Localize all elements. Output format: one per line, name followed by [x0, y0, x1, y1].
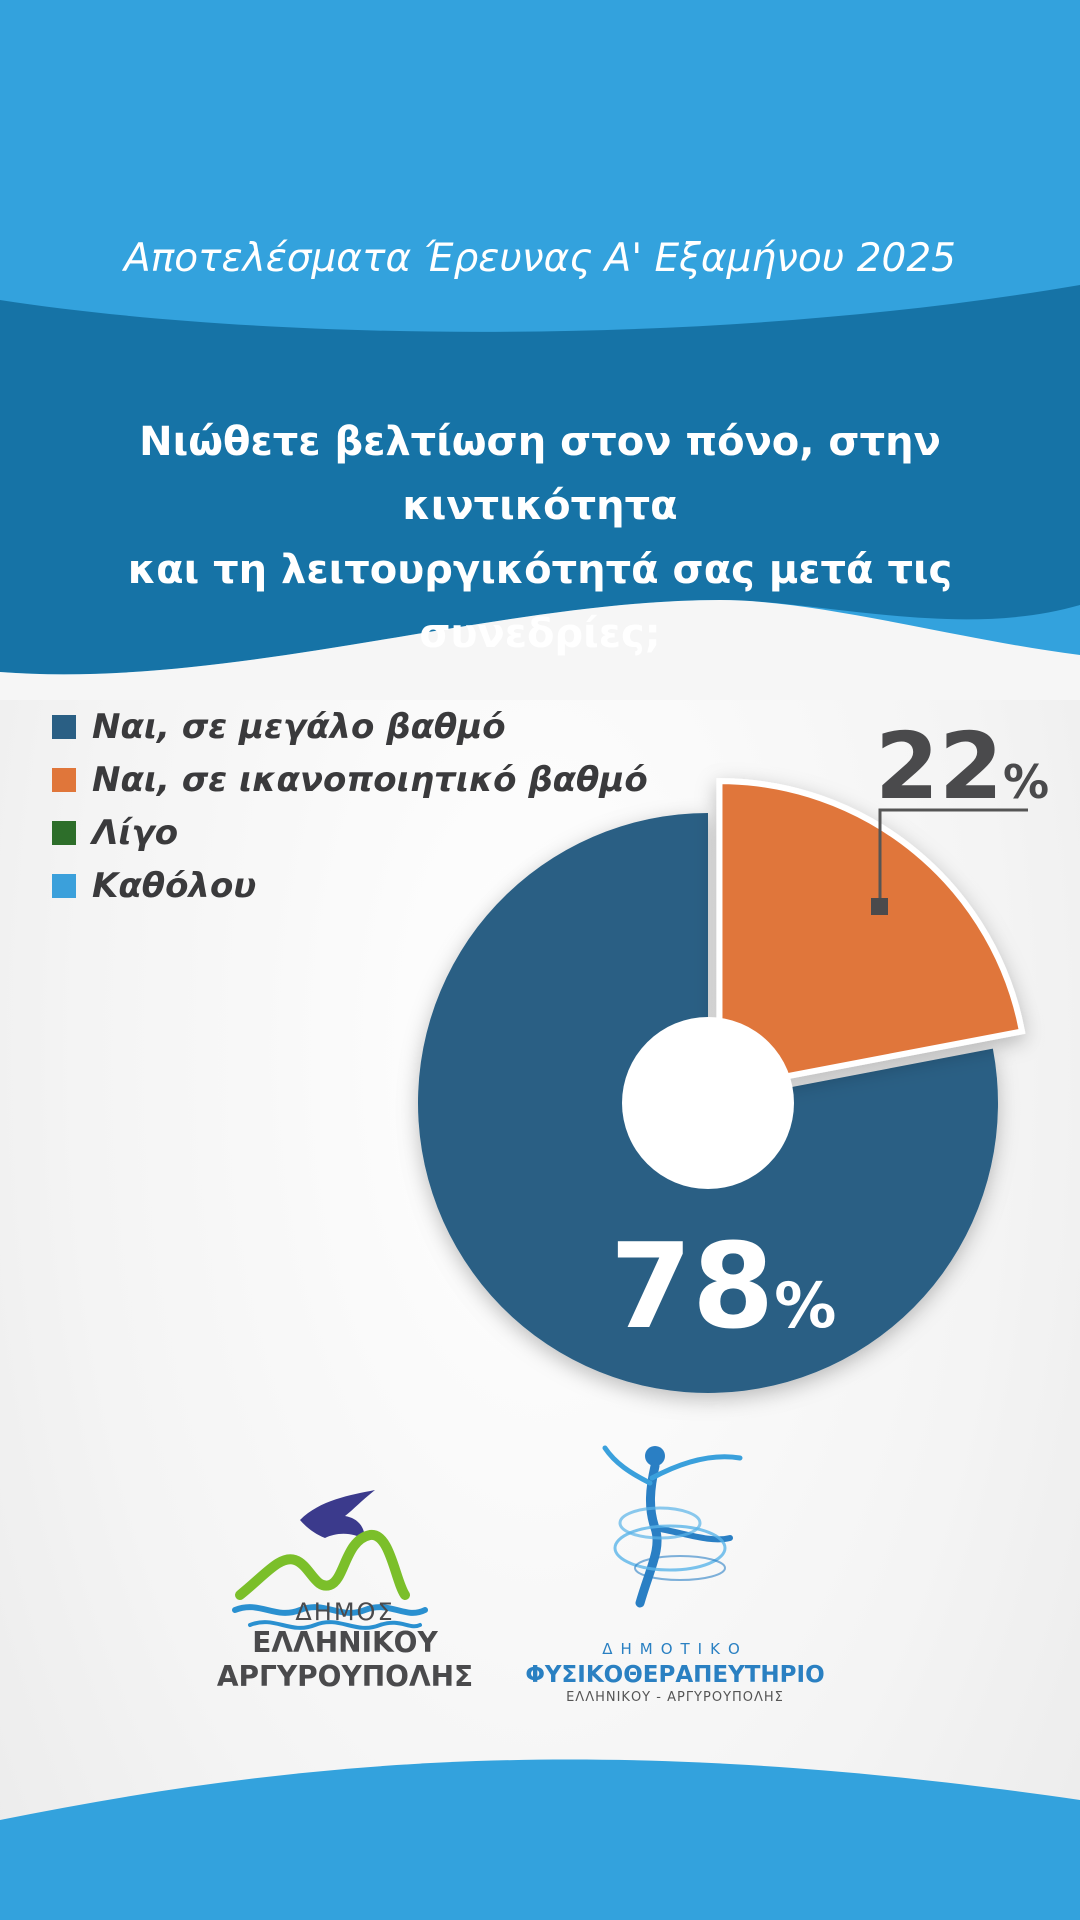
legend-item: Ναι, σε μεγάλο βαθμό [52, 700, 648, 753]
municipality-line-1: ΔΗΜΟΣ [295, 1598, 395, 1626]
physio-centre-name: ΔΗΜΟΤΙΚΟ ΦΥΣΙΚΟΘΕΡΑΠΕΥΤΗΡΙΟ ΕΛΛΗΝΙΚΟΥ - … [505, 1640, 845, 1705]
slice-label-small: 22% [875, 713, 1049, 820]
callout-leader-line [878, 808, 1028, 907]
survey-question: Νιώθετε βελτίωση στον πόνο, στην κιντικό… [20, 410, 1060, 666]
pie-center-hole [622, 1017, 794, 1189]
physio-line-3: ΕΛΛΗΝΙΚΟΥ - ΑΡΓΥΡΟΥΠΟΛΗΣ [566, 1690, 784, 1705]
legend-item: Λίγο [52, 806, 648, 859]
mountain-icon [235, 1530, 410, 1600]
municipality-line-3: ΑΡΓΥΡΟΥΠΟΛΗΣ [216, 1660, 474, 1693]
legend-item: Καθόλου [52, 859, 648, 912]
top-deep-band [0, 285, 1080, 675]
pie-slice-2 [716, 778, 1026, 1093]
legend-swatch [52, 820, 76, 845]
legend-swatch [52, 714, 76, 739]
legend-label: Λίγο [92, 812, 179, 853]
municipality-line-2: ΕΛΛΗΝΙΚΟΥ [252, 1626, 438, 1659]
legend-swatch [52, 873, 76, 898]
dove-icon [300, 1490, 375, 1540]
wave-icon [248, 1620, 422, 1630]
callout-anchor [871, 898, 888, 915]
legend-label: Ναι, σε μεγάλο βαθμό [92, 706, 506, 747]
question-line-1: Νιώθετε βελτίωση στον πόνο, στην κιντικό… [139, 419, 941, 529]
small-value: 22 [875, 713, 1003, 820]
small-label-callout: 22% [871, 713, 1049, 915]
dancer-figure-icon [602, 1445, 743, 1608]
legend-label: Ναι, σε ικανοποιητικό βαθμό [92, 759, 648, 800]
legend-item: Ναι, σε ικανοποιητικό βαθμό [52, 753, 648, 806]
municipality-logo [232, 1490, 428, 1630]
chart-legend: Ναι, σε μεγάλο βαθμό Ναι, σε ικανοποιητι… [52, 700, 648, 912]
legend-label: Καθόλου [92, 865, 257, 906]
big-percent-sign: % [774, 1269, 836, 1342]
wave-icon [232, 1604, 428, 1616]
bottom-wave [0, 1759, 1080, 1920]
physio-line-2: ΦΥΣΙΚΟΘΕΡΑΠΕΥΤΗΡΙΟ [525, 1662, 825, 1688]
small-percent-sign: % [1003, 755, 1049, 809]
survey-subtitle: Αποτελέσματα Έρευνας Α' Εξαμήνου 2025 [124, 236, 956, 281]
big-value: 78 [610, 1217, 774, 1355]
municipality-name: ΔΗΜΟΣ ΕΛΛΗΝΙΚΟΥ ΑΡΓΥΡΟΥΠΟΛΗΣ [200, 1598, 490, 1694]
slice-label-big: 78% [610, 1217, 836, 1355]
mid-white-wave [0, 600, 1080, 700]
physio-line-1: ΔΗΜΟΤΙΚΟ [602, 1640, 748, 1658]
legend-swatch [52, 767, 76, 792]
question-line-2: και τη λειτουργικότητά σας μετά τις συνε… [127, 547, 953, 657]
